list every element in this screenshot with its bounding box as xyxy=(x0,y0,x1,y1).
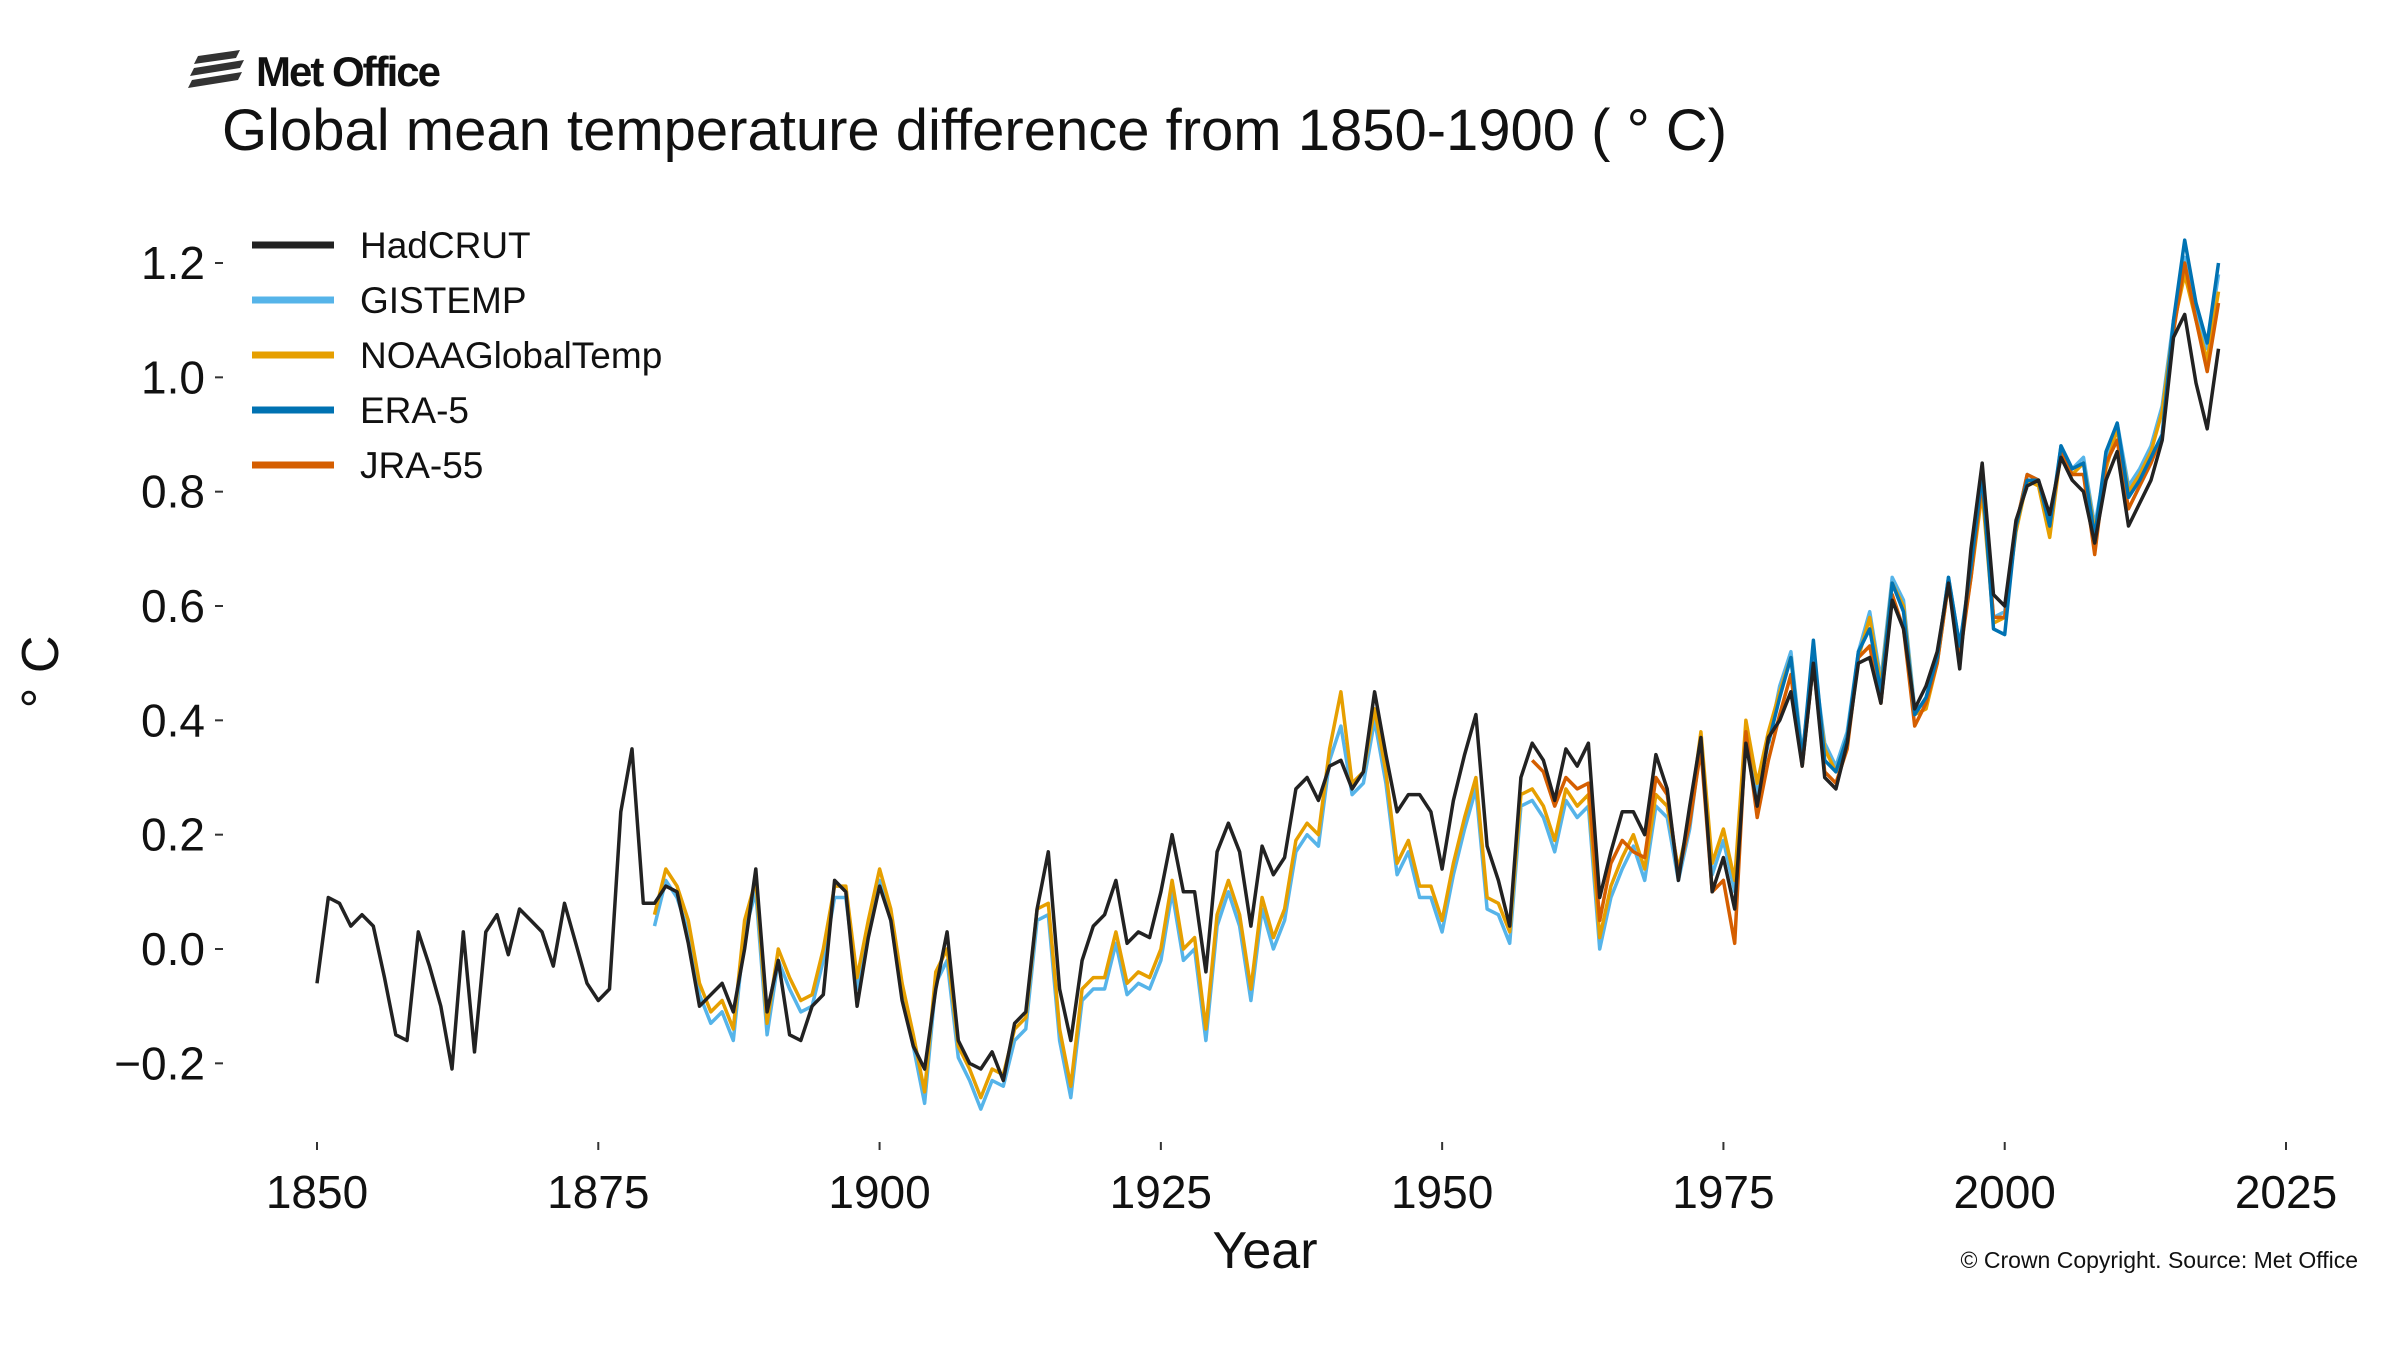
x-tick-label: 1900 xyxy=(828,1166,930,1218)
legend-label: NOAAGlobalTemp xyxy=(360,335,662,376)
legend-item-gistemp: GISTEMP xyxy=(252,280,527,321)
x-axis: 1850 1875 1900 1925 1950 1975 2000 2025 xyxy=(266,1142,2337,1218)
legend-item-jra-55: JRA-55 xyxy=(252,445,483,486)
x-axis-label: Year xyxy=(1212,1222,1317,1280)
legend-item-era-5: ERA-5 xyxy=(252,390,469,431)
met-office-logo-text: Met Office xyxy=(256,48,440,95)
series-line-hadcrut xyxy=(317,314,2219,1080)
chart-title: Global mean temperature difference from … xyxy=(222,98,1727,163)
y-tick-label: 0.2 xyxy=(141,809,205,861)
legend-label: GISTEMP xyxy=(360,280,527,321)
x-tick-label: 2000 xyxy=(1954,1166,2056,1218)
legend: HadCRUT GISTEMP NOAAGlobalTemp ERA-5 JRA-55 xyxy=(252,225,662,486)
x-tick-label: 1975 xyxy=(1672,1166,1774,1218)
series-line-noaaglobaltemp xyxy=(655,274,2219,1097)
x-tick-label: 1925 xyxy=(1110,1166,1212,1218)
series-gistemp xyxy=(654,257,2218,1109)
legend-label: JRA-55 xyxy=(360,445,483,486)
y-tick-label: 0.8 xyxy=(141,466,205,518)
y-axis: −0.2 0.0 0.2 0.4 0.6 0.8 1.0 1.2 xyxy=(114,237,223,1089)
y-tick-label: 1.0 xyxy=(141,351,205,403)
y-tick-label: 0.0 xyxy=(141,923,205,975)
y-tick-label: 1.2 xyxy=(141,237,205,289)
series-line-era-5 xyxy=(1768,240,2218,772)
series-noaaglobaltemp xyxy=(654,274,2218,1097)
series-hadcrut xyxy=(317,314,2219,1080)
legend-label: HadCRUT xyxy=(360,225,531,266)
series-line-gistemp xyxy=(655,257,2219,1109)
x-tick-label: 2025 xyxy=(2235,1166,2337,1218)
x-tick-label: 1850 xyxy=(266,1166,368,1218)
y-tick-label: −0.2 xyxy=(114,1037,205,1089)
copyright-notice: © Crown Copyright. Source: Met Office xyxy=(1961,1247,2358,1273)
legend-item-noaaglobaltemp: NOAAGlobalTemp xyxy=(252,335,662,376)
legend-label: ERA-5 xyxy=(360,390,469,431)
met-office-logo: Met Office xyxy=(188,48,440,95)
y-tick-label: 0.6 xyxy=(141,580,205,632)
series-era-5 xyxy=(1768,240,2218,772)
y-axis-label: ° C xyxy=(12,636,70,709)
met-office-logo-icon xyxy=(188,50,244,88)
legend-item-hadcrut: HadCRUT xyxy=(252,225,531,266)
x-tick-label: 1950 xyxy=(1391,1166,1493,1218)
x-tick-label: 1875 xyxy=(547,1166,649,1218)
y-tick-label: 0.4 xyxy=(141,694,205,746)
